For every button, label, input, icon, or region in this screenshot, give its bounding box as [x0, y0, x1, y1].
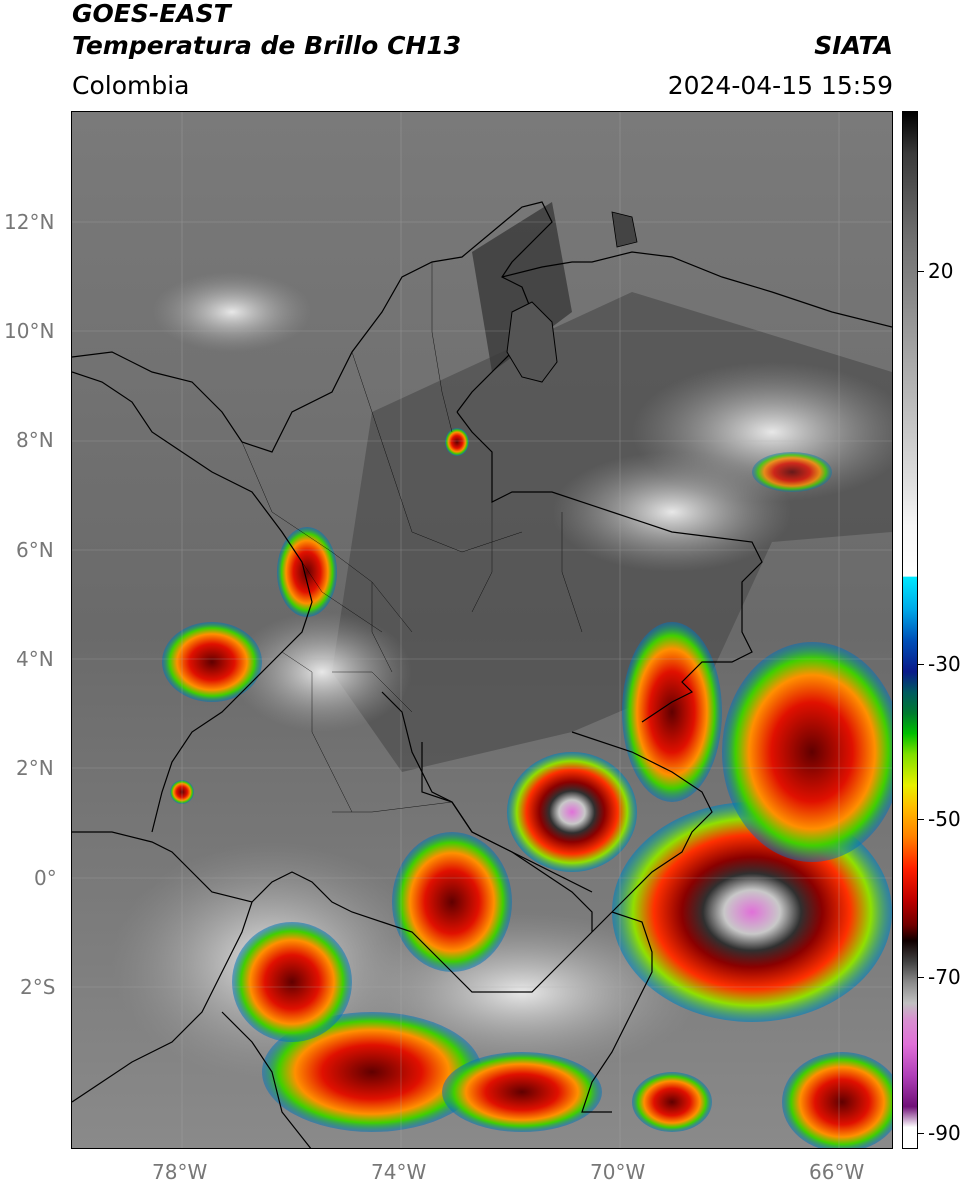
title-satellite: GOES-EAST — [72, 0, 231, 28]
region-label: Colombia — [72, 71, 190, 100]
source-label: SIATA — [814, 31, 893, 60]
lat-tick-label: 8°N — [16, 428, 54, 452]
colorbar-label: -30 — [928, 652, 961, 676]
datetime-label: 2024-04-15 15:59 — [667, 71, 893, 100]
map-panel — [71, 111, 893, 1149]
colorbar-tick — [918, 977, 924, 978]
lon-tick-label: 74°W — [371, 1160, 427, 1184]
lat-tick-label: 4°N — [16, 647, 54, 671]
lon-tick-label: 70°W — [590, 1160, 646, 1184]
lat-tick-label: 2°S — [20, 975, 56, 999]
colorbar-tick — [918, 819, 924, 820]
colorbar-label: -50 — [928, 807, 961, 831]
colorbar-tick — [918, 664, 924, 665]
lat-tick-label: 6°N — [16, 538, 54, 562]
lat-tick-label: 0° — [34, 866, 57, 890]
lat-tick-label: 12°N — [4, 210, 55, 234]
satellite-image — [72, 112, 892, 1148]
title-product: Temperatura de Brillo CH13 — [72, 31, 462, 60]
colorbar — [902, 111, 918, 1149]
colorbar-label: -90 — [928, 1121, 961, 1145]
colorbar-tick — [918, 271, 924, 272]
lat-tick-label: 10°N — [4, 319, 55, 343]
department-borders — [241, 262, 583, 813]
lat-tick-label: 2°N — [16, 756, 54, 780]
country-borders — [72, 201, 892, 1148]
colorbar-label: -70 — [928, 965, 961, 989]
colorbar-label: 20 — [928, 259, 954, 283]
colorbar-tick — [918, 1133, 924, 1134]
lon-tick-label: 78°W — [152, 1160, 208, 1184]
lon-tick-label: 66°W — [809, 1160, 865, 1184]
